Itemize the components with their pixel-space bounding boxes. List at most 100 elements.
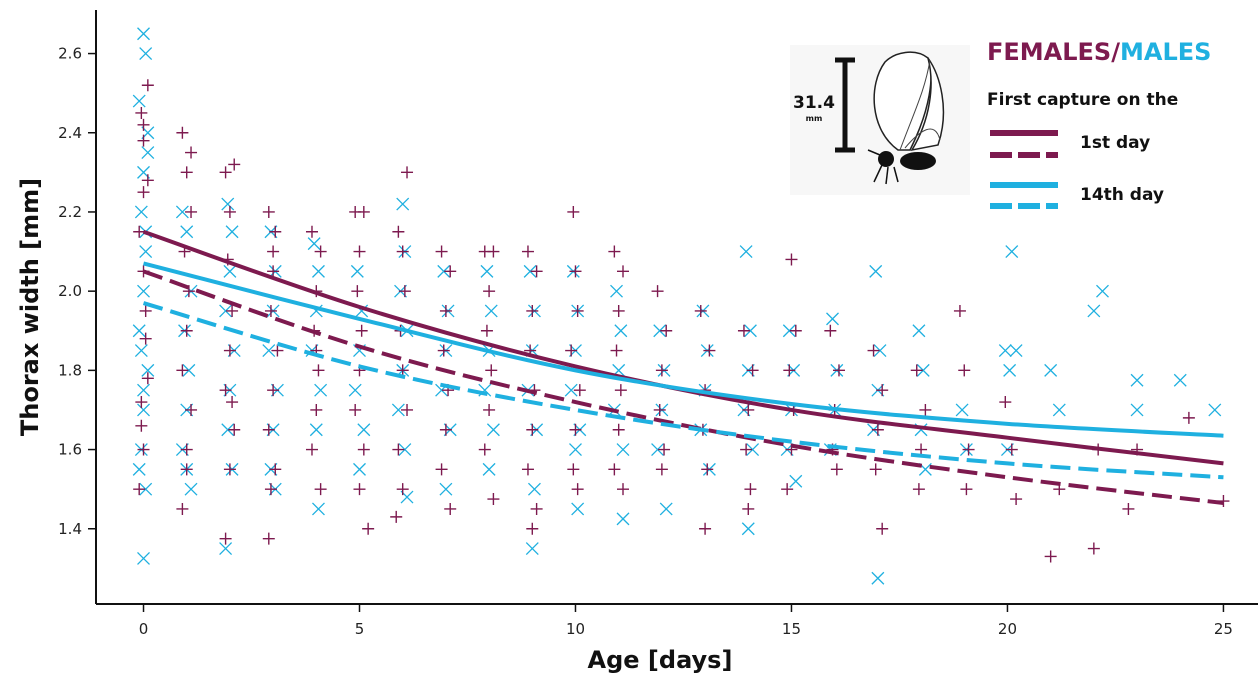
female-point	[1044, 550, 1057, 563]
female-point	[483, 403, 496, 416]
female-point	[530, 265, 543, 278]
male-point	[523, 264, 537, 278]
male-point	[912, 324, 926, 338]
male-point	[746, 443, 760, 457]
female-point	[226, 396, 239, 409]
legend: FEMALES/MALES First capture on the 1st d…	[987, 38, 1211, 209]
female-point	[180, 324, 193, 337]
female-point	[746, 364, 759, 377]
female-point	[314, 245, 327, 258]
male-point	[141, 146, 155, 160]
x-tick-label: 10	[566, 620, 585, 638]
male-point	[312, 264, 325, 278]
female-point	[141, 372, 154, 385]
male-point	[869, 264, 883, 278]
female-point	[781, 483, 794, 496]
male-point	[134, 205, 148, 219]
males-solid-line	[143, 261, 1224, 438]
female-point	[392, 225, 405, 238]
female-point	[444, 502, 457, 515]
female-point	[314, 483, 327, 496]
female-point	[349, 403, 362, 416]
male-point	[873, 344, 887, 358]
female-point	[530, 502, 543, 515]
female-point	[526, 423, 539, 436]
female-point	[390, 510, 403, 523]
female-point	[571, 304, 584, 317]
y-tick-label: 2.0	[58, 282, 82, 300]
female-point	[960, 483, 973, 496]
female-point	[137, 443, 150, 456]
male-point	[1005, 245, 1019, 259]
male-point	[350, 264, 364, 278]
female-point	[133, 225, 146, 238]
female-point	[357, 443, 370, 456]
female-point	[401, 166, 414, 179]
female-point	[353, 483, 366, 496]
male-point	[1003, 363, 1017, 377]
y-tick-label: 2.6	[58, 45, 82, 63]
female-point	[180, 463, 193, 476]
female-point	[219, 384, 232, 397]
female-point	[219, 166, 232, 179]
female-point	[439, 423, 452, 436]
female-point	[919, 403, 932, 416]
female-point	[660, 324, 673, 337]
x-tick-label: 15	[782, 620, 801, 638]
female-point	[740, 443, 753, 456]
female-point	[573, 384, 586, 397]
male-point	[955, 403, 969, 417]
female-point	[567, 463, 580, 476]
male-point	[221, 423, 235, 437]
female-point	[699, 522, 712, 535]
female-point	[526, 304, 539, 317]
female-point	[830, 463, 843, 476]
female-point	[871, 423, 884, 436]
male-point	[314, 383, 328, 397]
male-point	[357, 423, 371, 437]
male-point	[782, 324, 796, 338]
female-point	[785, 253, 798, 266]
female-point	[569, 423, 582, 436]
female-point	[176, 502, 189, 515]
legend-title-females: FEMALES	[987, 38, 1111, 66]
male-point	[616, 443, 630, 457]
male-point	[871, 571, 885, 585]
female-point	[832, 364, 845, 377]
female-point	[267, 265, 280, 278]
legend-entry-1st-day: 1st day	[1080, 133, 1150, 153]
male-point	[219, 542, 233, 556]
female-point	[565, 344, 578, 357]
female-point	[655, 463, 668, 476]
female-point	[269, 225, 282, 238]
male-point	[139, 47, 153, 61]
y-tick-label: 1.8	[58, 361, 82, 379]
female-point	[264, 483, 277, 496]
male-point	[437, 264, 451, 278]
male-point	[262, 344, 276, 358]
male-point	[307, 237, 321, 251]
female-point	[999, 396, 1012, 409]
female-point	[137, 118, 150, 131]
female-point	[744, 483, 757, 496]
male-point	[348, 383, 362, 397]
male-point	[616, 512, 630, 526]
female-point	[439, 304, 452, 317]
female-point	[353, 245, 366, 258]
female-point	[694, 304, 707, 317]
scale-value: 31.4	[793, 93, 835, 113]
female-point	[137, 134, 150, 147]
female-point	[703, 344, 716, 357]
female-point	[614, 384, 627, 397]
female-point	[444, 265, 457, 278]
male-point	[741, 522, 755, 536]
male-point	[139, 245, 153, 259]
male-point	[659, 502, 673, 516]
male-point	[353, 462, 366, 476]
x-ticks: 0 5 10 15 20 25	[139, 604, 1233, 638]
legend-title-separator: /	[1111, 38, 1120, 66]
female-point	[185, 146, 198, 159]
female-point	[915, 443, 928, 456]
female-point	[310, 403, 323, 416]
